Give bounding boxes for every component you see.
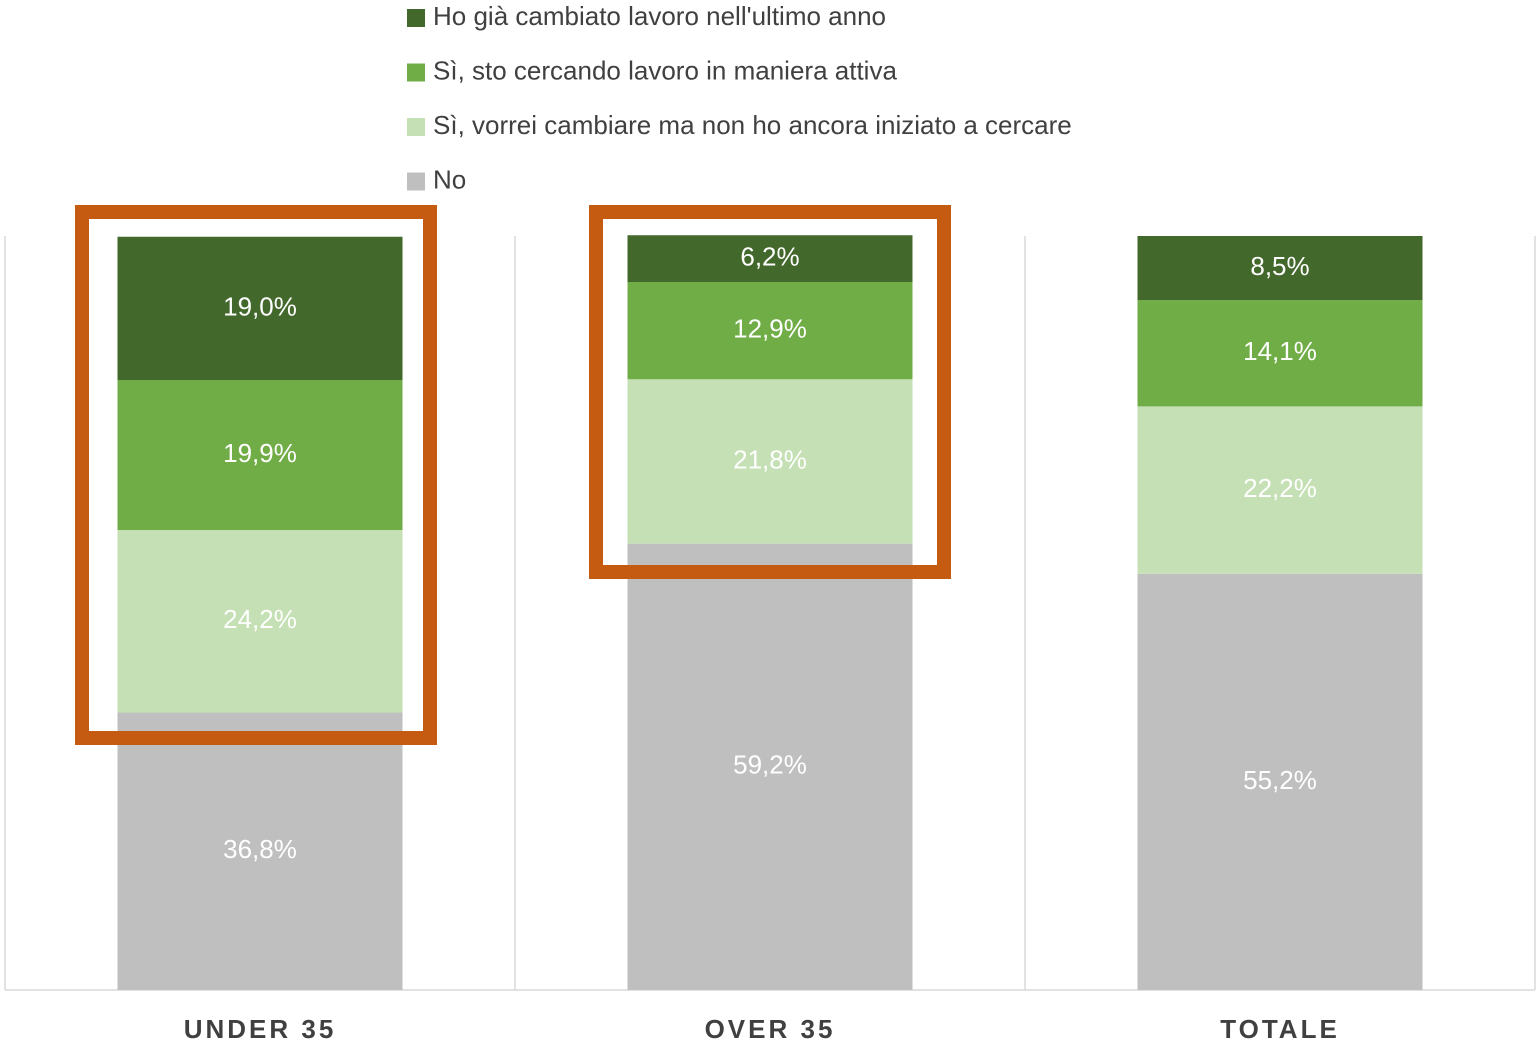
legend-swatch — [407, 63, 425, 82]
bar-segment — [627, 379, 913, 544]
data-label: 22,2% — [1243, 473, 1317, 503]
bar-segment — [117, 236, 403, 381]
bar-segment — [1137, 573, 1423, 990]
legend-swatch — [407, 172, 425, 191]
data-label: 59,2% — [733, 750, 807, 780]
legend-label: Ho già cambiato lavoro nell'ultimo anno — [433, 1, 886, 31]
bar-segment — [117, 380, 403, 531]
legend-label: Sì, sto cercando lavoro in maniera attiv… — [433, 55, 897, 85]
plot-area: 36,8% 24,2% 19,9% 19,0% UNDER 35 59,2% 21,8% 12… — [4, 235, 1536, 1044]
bar-segment — [627, 543, 913, 990]
bar-segment — [1137, 406, 1423, 574]
bar-segment — [117, 530, 403, 713]
bar-segment — [117, 712, 403, 990]
legend-label: No — [433, 164, 466, 194]
bar-segment — [627, 235, 913, 282]
x-tick-label: OVER 35 — [705, 1014, 836, 1044]
data-label: 55,2% — [1243, 765, 1317, 795]
data-label: 21,8% — [733, 444, 807, 474]
legend-swatch — [407, 118, 425, 136]
highlight-box — [589, 205, 951, 579]
legend-label: Sì, vorrei cambiare ma non ho ancora ini… — [433, 110, 1072, 140]
data-label: 19,9% — [223, 438, 297, 468]
data-label: 6,2% — [740, 241, 799, 271]
data-label: 36,8% — [223, 834, 297, 864]
legend-swatch — [407, 9, 425, 27]
data-label: 8,5% — [1250, 251, 1309, 281]
bar-segment — [627, 281, 913, 380]
data-label: 14,1% — [1243, 336, 1317, 366]
x-tick-label: TOTALE — [1220, 1014, 1340, 1044]
bar-segment — [1137, 236, 1423, 301]
data-label: 24,2% — [223, 604, 297, 634]
x-tick-label: UNDER 35 — [184, 1014, 337, 1044]
highlight-box — [75, 205, 437, 745]
bar-segment — [1137, 300, 1423, 407]
data-label: 12,9% — [733, 314, 807, 344]
data-label: 19,0% — [223, 291, 297, 321]
